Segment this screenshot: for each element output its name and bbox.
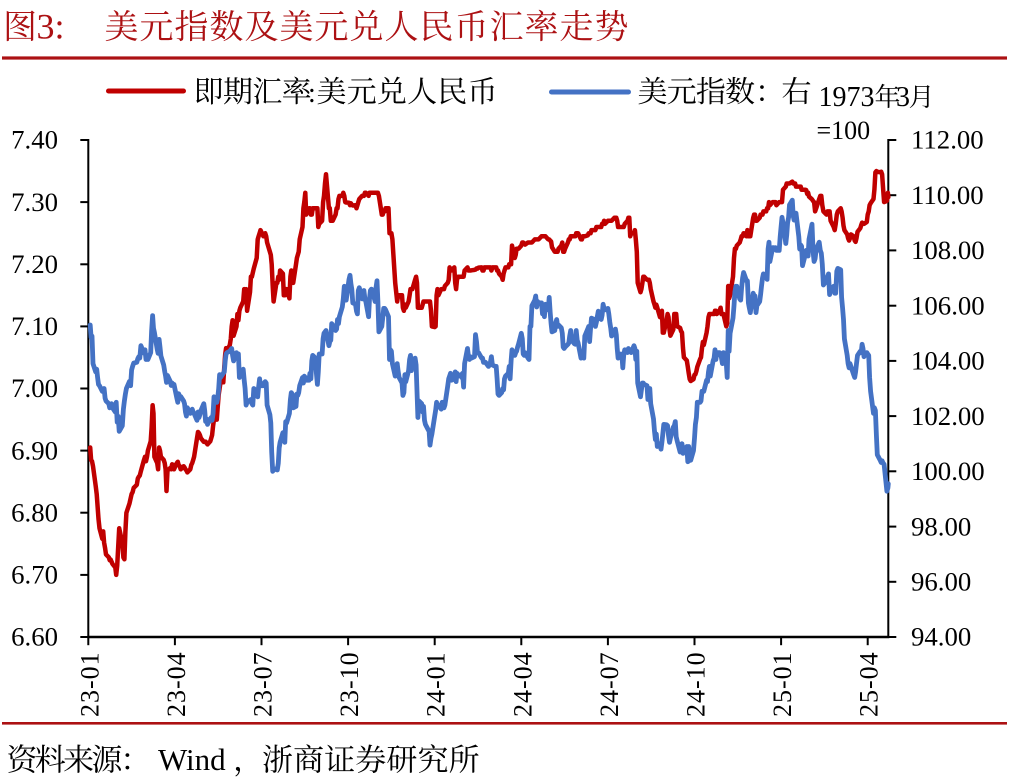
svg-text:24-04: 24-04 [508, 651, 537, 717]
svg-text:96.00: 96.00 [911, 567, 971, 597]
svg-text:25-04: 25-04 [855, 651, 884, 717]
svg-text:23-01: 23-01 [75, 651, 104, 717]
svg-text:1973: 1973 [819, 82, 875, 113]
svg-text:7.20: 7.20 [11, 249, 58, 279]
svg-text:106.00: 106.00 [911, 290, 985, 320]
svg-text:7.00: 7.00 [11, 373, 58, 403]
svg-text:24-10: 24-10 [682, 651, 711, 717]
svg-text:6.80: 6.80 [11, 497, 58, 527]
svg-text:=100: =100 [817, 116, 871, 145]
svg-text:98.00: 98.00 [911, 511, 971, 541]
svg-text:110.00: 110.00 [911, 180, 984, 210]
svg-text:7.30: 7.30 [11, 187, 58, 217]
svg-text:24-01: 24-01 [422, 651, 451, 717]
svg-text:102.00: 102.00 [911, 401, 985, 431]
svg-text:3: 3 [896, 82, 910, 113]
svg-text:6.90: 6.90 [11, 435, 58, 465]
svg-text:100.00: 100.00 [911, 456, 985, 486]
svg-text:24-07: 24-07 [595, 651, 624, 717]
svg-text:94.00: 94.00 [911, 622, 971, 652]
svg-text::: : [308, 78, 316, 109]
svg-text:23-07: 23-07 [249, 651, 278, 717]
svg-text:6.60: 6.60 [11, 622, 58, 652]
svg-text:25-01: 25-01 [768, 651, 797, 717]
svg-text:23-10: 23-10 [335, 651, 364, 717]
svg-text:6.70: 6.70 [11, 560, 58, 590]
svg-text:Wind: Wind [158, 742, 226, 777]
svg-text:108.00: 108.00 [911, 235, 985, 265]
svg-text:112.00: 112.00 [911, 125, 984, 155]
svg-text:7.40: 7.40 [11, 125, 58, 155]
svg-text:3:: 3: [37, 7, 65, 47]
svg-text:104.00: 104.00 [911, 346, 985, 376]
svg-text:7.10: 7.10 [11, 311, 58, 341]
svg-text:23-04: 23-04 [162, 651, 191, 717]
